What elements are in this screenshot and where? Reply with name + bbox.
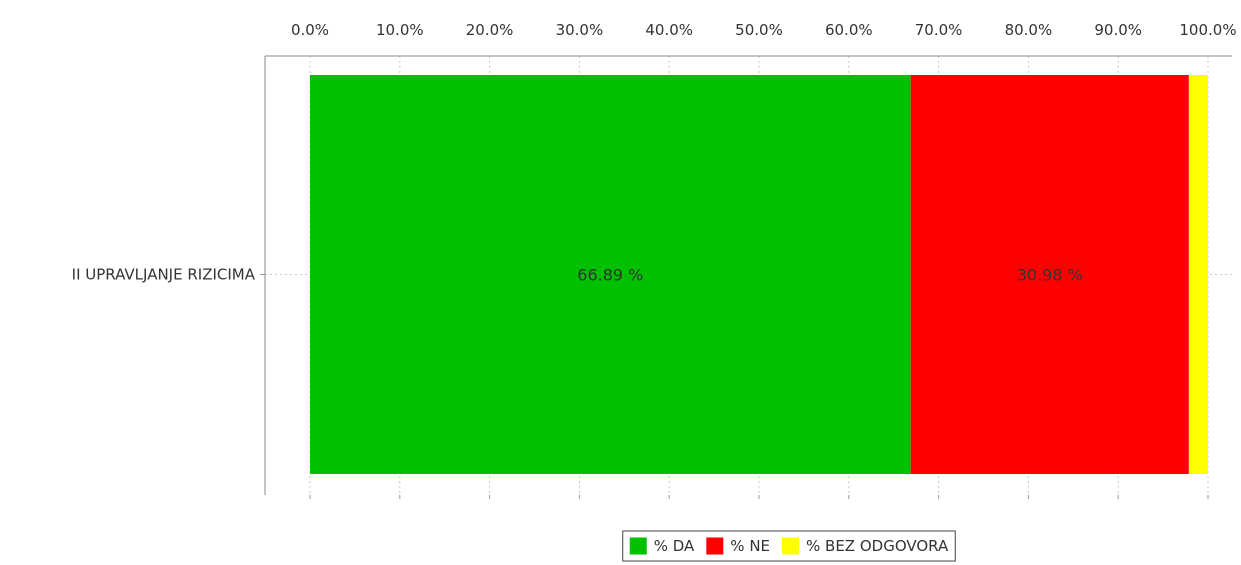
data-label: 30.98 %	[1017, 266, 1083, 285]
x-tick-label: 90.0%	[1094, 21, 1142, 39]
x-tick-label: 50.0%	[735, 21, 783, 39]
x-tick-label: 10.0%	[376, 21, 424, 39]
data-label: 66.89 %	[577, 266, 643, 285]
x-tick-label: 0.0%	[291, 21, 329, 39]
axis-layer: 0.0% 10.0% 20.0% 30.0% 40.0% 50.0% 60.0% 70.0% 8…	[72, 21, 1237, 499]
legend-swatch	[706, 537, 724, 555]
legend-swatch	[782, 537, 800, 555]
x-tick-label: 30.0%	[556, 21, 604, 39]
legend-label: % DA	[654, 537, 695, 555]
x-tick-label: 70.0%	[915, 21, 963, 39]
bar-layer: 66.89 % 30.98 %	[310, 75, 1208, 474]
legend: % DA % NE % BEZ ODGOVORA	[622, 530, 956, 562]
bar-segment	[1188, 75, 1208, 474]
x-tick-label: 80.0%	[1005, 21, 1053, 39]
legend-label: % BEZ ODGOVORA	[806, 537, 949, 555]
bar-segment	[910, 75, 1189, 474]
legend-label: % NE	[730, 537, 770, 555]
y-tick-label: II UPRAVLJANJE RIZICIMA	[72, 266, 256, 284]
x-tick-label: 60.0%	[825, 21, 873, 39]
bar-segment	[310, 75, 911, 474]
x-tick-label: 20.0%	[466, 21, 514, 39]
x-tick-label: 40.0%	[645, 21, 693, 39]
legend-swatch	[629, 537, 647, 555]
x-tick-label: 100.0%	[1179, 21, 1236, 39]
